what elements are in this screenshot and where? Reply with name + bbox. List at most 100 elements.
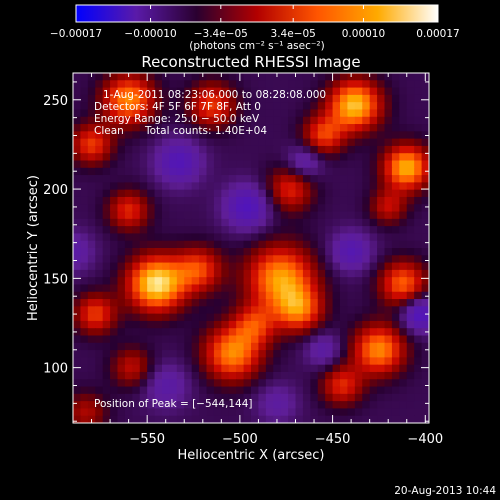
heatmap-cell xyxy=(73,131,82,140)
heatmap-cell xyxy=(421,211,429,220)
heatmap-cell xyxy=(73,306,82,315)
heatmap-cell xyxy=(73,189,82,198)
heatmap-cell xyxy=(228,87,237,96)
heatmap-cell xyxy=(258,182,267,191)
heatmap-cell xyxy=(251,124,260,132)
heatmap-cell xyxy=(139,299,148,307)
heatmap-cell xyxy=(132,145,141,154)
heatmap-cell xyxy=(221,175,230,183)
heatmap-cell xyxy=(302,401,311,410)
heatmap-cell xyxy=(414,80,423,89)
heatmap-cell xyxy=(102,408,111,417)
heatmap-cell xyxy=(213,167,222,176)
heatmap-cell xyxy=(154,328,163,337)
heatmap-cell xyxy=(347,138,356,147)
heatmap-cell xyxy=(391,153,400,162)
heatmap-cell xyxy=(147,175,156,183)
heatmap-cell xyxy=(258,277,267,286)
heatmap-cell xyxy=(147,408,156,417)
annotation-method: Clean xyxy=(94,125,124,137)
heatmap-cell xyxy=(147,248,156,256)
heatmap-cell xyxy=(421,218,429,227)
heatmap-cell xyxy=(95,124,104,132)
heatmap-cell xyxy=(310,109,319,118)
heatmap-cell xyxy=(95,262,104,271)
heatmap-cell xyxy=(295,401,304,410)
heatmap-cell xyxy=(117,306,126,315)
heatmap-cell xyxy=(206,262,215,271)
heatmap-cell xyxy=(228,284,237,293)
heatmap-cell xyxy=(302,131,311,140)
heatmap-cell xyxy=(280,371,289,380)
heatmap-cell xyxy=(302,189,311,198)
heatmap-cell xyxy=(124,153,133,162)
heatmap-cell xyxy=(325,299,334,307)
heatmap-cell xyxy=(206,415,215,423)
heatmap-cell xyxy=(362,350,371,358)
heatmap-cell xyxy=(340,196,349,205)
heatmap-cell xyxy=(162,102,171,111)
heatmap-cell xyxy=(206,379,215,388)
heatmap-cell xyxy=(384,269,393,278)
heatmap-cell xyxy=(384,291,393,300)
heatmap-cell xyxy=(391,131,400,140)
heatmap-cell xyxy=(184,153,193,162)
heatmap-cell xyxy=(176,153,185,162)
heatmap-cell xyxy=(310,102,319,111)
heatmap-cell xyxy=(191,291,200,300)
heatmap-cell xyxy=(354,262,363,271)
heatmap-cell xyxy=(258,189,267,198)
heatmap-cell xyxy=(147,153,156,162)
heatmap-cell xyxy=(414,124,423,132)
heatmap-cell xyxy=(139,379,148,388)
heatmap-cell xyxy=(169,87,178,96)
heatmap-cell xyxy=(362,124,371,132)
heatmap-cell xyxy=(139,131,148,140)
heatmap-cell xyxy=(399,80,408,89)
heatmap-cell xyxy=(213,408,222,417)
heatmap-cell xyxy=(124,116,133,125)
heatmap-cell xyxy=(369,80,378,89)
heatmap-cell xyxy=(73,145,82,154)
heatmap-cell xyxy=(332,116,341,125)
heatmap-cell xyxy=(310,306,319,315)
heatmap-cell xyxy=(87,226,96,235)
heatmap-cell xyxy=(221,255,230,264)
heatmap-cell xyxy=(362,291,371,300)
heatmap-cell xyxy=(362,299,371,307)
heatmap-cell xyxy=(95,357,104,366)
heatmap-cell xyxy=(221,393,230,402)
heatmap-cell xyxy=(221,299,230,307)
heatmap-cell xyxy=(258,255,267,264)
heatmap-cell xyxy=(421,226,429,235)
heatmap-cell xyxy=(117,87,126,96)
heatmap-cell xyxy=(347,167,356,176)
heatmap-cell xyxy=(310,408,319,417)
heatmap-cell xyxy=(406,233,415,242)
heatmap-cell xyxy=(421,262,429,271)
heatmap-cell xyxy=(110,240,119,249)
heatmap-cell xyxy=(154,350,163,358)
heatmap-cell xyxy=(154,167,163,176)
heatmap-cell xyxy=(206,350,215,358)
heatmap-cell xyxy=(332,328,341,337)
heatmap-cell xyxy=(73,167,82,176)
heatmap-cell xyxy=(347,313,356,322)
heatmap-cell xyxy=(317,226,326,235)
heatmap-cell xyxy=(176,284,185,293)
heatmap-cell xyxy=(102,73,111,81)
heatmap-cell xyxy=(184,80,193,89)
heatmap-cell xyxy=(302,306,311,315)
heatmap-cell xyxy=(251,196,260,205)
heatmap-cell xyxy=(191,379,200,388)
heatmap-cell xyxy=(310,379,319,388)
heatmap-cell xyxy=(251,371,260,380)
heatmap-cell xyxy=(310,226,319,235)
heatmap-cell xyxy=(221,80,230,89)
heatmap-cell xyxy=(325,204,334,213)
heatmap-cell xyxy=(399,357,408,366)
heatmap-cell xyxy=(206,182,215,191)
heatmap-cell xyxy=(251,284,260,293)
heatmap-cell xyxy=(191,175,200,183)
heatmap-cell xyxy=(73,408,82,417)
